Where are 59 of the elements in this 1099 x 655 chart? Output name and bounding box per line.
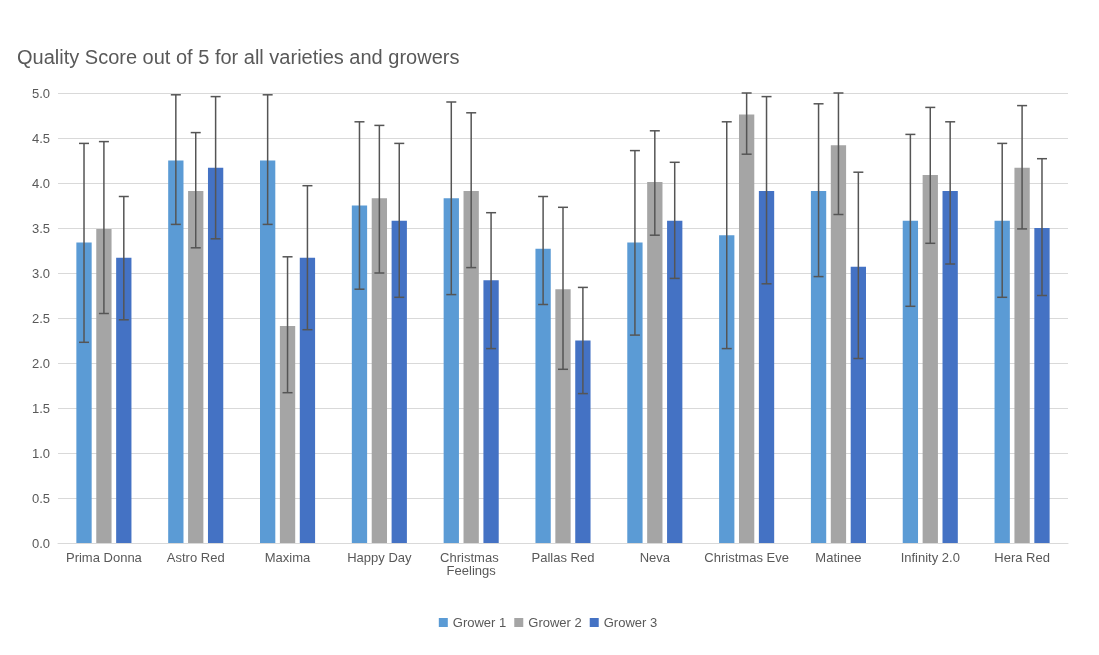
x-tick-label: Happy Day bbox=[347, 550, 413, 565]
y-tick-label: 1.5 bbox=[31, 400, 50, 416]
y-tick-label: 4.5 bbox=[31, 130, 50, 146]
y-tick-label: 5.0 bbox=[31, 85, 50, 101]
y-tick-label: 3.5 bbox=[31, 220, 50, 236]
legend-label: Grower 1 bbox=[452, 615, 507, 630]
legend-label: Grower 3 bbox=[603, 615, 658, 630]
y-tick-label: 1.0 bbox=[31, 445, 50, 461]
bar bbox=[810, 191, 827, 543]
bar bbox=[463, 191, 479, 543]
bar bbox=[96, 228, 112, 543]
bar bbox=[168, 160, 184, 543]
bar bbox=[647, 182, 663, 543]
x-tick-label: Hera Red bbox=[994, 550, 1050, 565]
bar bbox=[391, 220, 407, 543]
bar bbox=[994, 220, 1010, 543]
bar bbox=[299, 257, 316, 543]
x-tick-label: Neva bbox=[639, 550, 671, 565]
chart-title: Quality Score out of 5 for all varieties and growers bbox=[17, 46, 460, 68]
y-tick-label: 4.0 bbox=[31, 175, 50, 191]
bar bbox=[719, 235, 735, 543]
bar bbox=[279, 326, 296, 543]
y-tick-label: 0.0 bbox=[31, 535, 50, 551]
y-tick-label: 2.5 bbox=[31, 310, 50, 326]
bar bbox=[1034, 228, 1050, 543]
x-tick-label: Infinity 2.0 bbox=[900, 550, 960, 565]
bar bbox=[1014, 167, 1030, 543]
bar bbox=[942, 191, 958, 543]
bar bbox=[260, 160, 276, 543]
bar bbox=[738, 114, 755, 543]
bar bbox=[902, 220, 919, 543]
bar bbox=[555, 289, 571, 543]
y-tick-label: 3.0 bbox=[31, 265, 50, 281]
x-tick-label: Christmas Eve bbox=[704, 550, 789, 565]
bar bbox=[207, 167, 224, 543]
x-tick-label: Prima Donna bbox=[65, 550, 143, 565]
bar bbox=[351, 205, 368, 543]
bar bbox=[188, 191, 204, 543]
bar bbox=[443, 198, 459, 543]
bar bbox=[371, 198, 388, 543]
x-tick-label: Astro Red bbox=[166, 550, 225, 565]
bar bbox=[76, 242, 92, 543]
bar bbox=[575, 340, 591, 543]
y-tick-label: 0.5 bbox=[31, 490, 50, 506]
legend-label: Grower 2 bbox=[528, 615, 582, 630]
bar bbox=[627, 242, 643, 543]
x-tick-label: Pallas Red bbox=[531, 550, 595, 565]
bar bbox=[483, 280, 499, 543]
x-tick-label: Christmas Feelings bbox=[440, 550, 503, 578]
bar bbox=[758, 191, 775, 543]
bar bbox=[535, 248, 551, 543]
x-tick-label: Matinee bbox=[815, 550, 862, 565]
bar bbox=[830, 145, 847, 543]
bar bbox=[922, 174, 938, 543]
bar bbox=[850, 266, 866, 543]
bar bbox=[667, 220, 683, 543]
x-tick-label: Maxima bbox=[264, 550, 312, 565]
bar bbox=[116, 257, 132, 543]
y-tick-label: 2.0 bbox=[31, 355, 50, 371]
